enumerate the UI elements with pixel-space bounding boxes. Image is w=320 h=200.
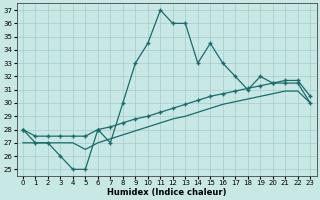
- X-axis label: Humidex (Indice chaleur): Humidex (Indice chaleur): [107, 188, 226, 197]
